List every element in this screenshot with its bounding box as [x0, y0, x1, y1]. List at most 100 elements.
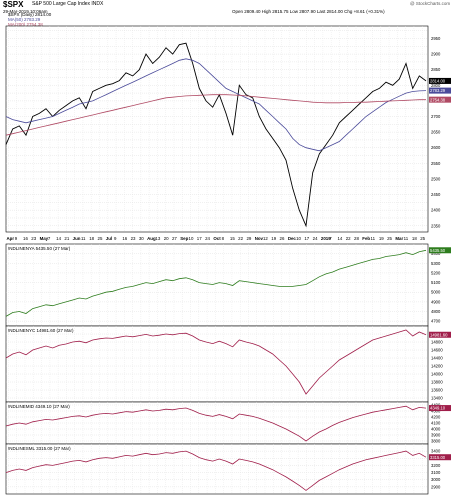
x-tick-label: Dec	[288, 236, 297, 241]
y-tick-label: 5100	[431, 280, 441, 285]
y-tick-label: 13400	[431, 396, 443, 401]
x-tick-label: 29	[246, 236, 251, 241]
x-tick-label: Sep	[180, 236, 188, 241]
x-tick-label: 25	[420, 236, 425, 241]
x-tick-label: 18	[412, 236, 417, 241]
y-tick-label: 2900	[431, 52, 441, 57]
x-tick-label: 8	[222, 236, 225, 241]
x-tick-label: 15	[230, 236, 235, 241]
last-value-flag	[429, 454, 451, 461]
x-tick-label: 23	[131, 236, 136, 241]
y-tick-label: 4100	[431, 421, 441, 426]
x-tick-label: 22	[346, 236, 351, 241]
y-tick-label: 3100	[431, 470, 441, 475]
x-tick-label: 21	[64, 236, 69, 241]
x-tick-label: 28	[354, 236, 359, 241]
y-tick-label: 14200	[431, 364, 443, 369]
y-tick-label: 4700	[431, 319, 441, 324]
x-tick-label: Jun	[73, 236, 81, 241]
y-tick-label: 3800	[431, 439, 441, 444]
y-tick-label: 5000	[431, 290, 441, 295]
chart-security-name: S&P 500 Large Cap Index INDX	[32, 1, 104, 7]
x-tick-label: 9	[114, 236, 117, 241]
y-tick-label: 14000	[431, 372, 443, 377]
last-value-label: 14981.60	[430, 332, 448, 337]
series-line-1-0	[5, 249, 427, 317]
last-value-flag	[429, 87, 451, 94]
y-tick-label: 4900	[431, 299, 441, 304]
y-tick-label: 4200	[431, 415, 441, 420]
y-tick-label: 5300	[431, 261, 441, 266]
last-value-flag	[429, 405, 451, 412]
x-tick-label: 18	[89, 236, 94, 241]
y-tick-label: 13800	[431, 380, 443, 385]
x-tick-label: 24	[313, 236, 318, 241]
x-tick-label: 10	[296, 236, 301, 241]
series-line-4-0	[5, 450, 427, 491]
last-value-label: 3315.00	[430, 455, 446, 460]
panel-label-2: !NDLINENYC 14981.60 (27 Mar)	[8, 328, 74, 333]
series-line-0-1	[5, 58, 427, 152]
x-tick-label: 11	[81, 236, 86, 241]
y-tick-label: 2450	[431, 192, 441, 197]
x-tick-label: 11	[371, 236, 376, 241]
y-tick-label: 2400	[431, 208, 441, 213]
y-tick-label: 13600	[431, 388, 443, 393]
last-value-flag	[429, 331, 451, 338]
chart-watermark: @ StockCharts.com	[410, 1, 451, 6]
x-tick-label: 16	[23, 236, 28, 241]
series-line-0-0	[5, 42, 427, 228]
legend-ma200: MA(200) 2754.38	[8, 22, 43, 27]
x-tick-label: 16	[122, 236, 127, 241]
series-line-2-0	[5, 329, 427, 395]
x-tick-label: Apr	[6, 236, 14, 241]
y-tick-label: 3400	[431, 449, 441, 454]
x-tick-label: Aug	[147, 236, 156, 241]
y-tick-label: 5400	[431, 251, 441, 256]
series-line-3-0	[5, 405, 427, 442]
x-tick-label: 20	[164, 236, 169, 241]
panel-label-4: !NDLINESML 3315.00 (27 Mar)	[8, 446, 71, 451]
last-value-flag	[429, 96, 451, 103]
y-tick-label: 14800	[431, 340, 443, 345]
x-tick-label: 19	[271, 236, 276, 241]
x-tick-label: 11	[404, 236, 409, 241]
x-tick-label: 26	[280, 236, 285, 241]
legend-spx: $SPX (Daily) 2814.00	[8, 12, 52, 17]
x-tick-label: 2019	[321, 236, 331, 241]
y-tick-label: 2650	[431, 130, 441, 135]
panel-frame-2	[5, 325, 429, 403]
y-tick-label: 4800	[431, 309, 441, 314]
x-tick-label: 19	[379, 236, 384, 241]
last-value-label: 4349.10	[430, 406, 446, 411]
x-tick-label: Feb	[362, 236, 370, 241]
x-tick-label: 14	[337, 236, 342, 241]
y-tick-label: 14400	[431, 356, 443, 361]
y-tick-label: 2850	[431, 67, 441, 72]
y-tick-label: 5200	[431, 270, 441, 275]
panel-frame-0	[5, 25, 429, 233]
y-tick-label: 2550	[431, 161, 441, 166]
y-tick-label: 2600	[431, 145, 441, 150]
x-tick-label: Mar	[395, 236, 403, 241]
last-value-label: 2754.38	[430, 97, 446, 102]
panel-frame-4	[5, 443, 429, 495]
x-tick-label: 30	[139, 236, 144, 241]
panel-label-3: !NDLINEMID 4349.10 (27 Mar)	[8, 404, 70, 409]
y-tick-label: 2500	[431, 176, 441, 181]
x-tick-label: 25	[387, 236, 392, 241]
chart-date: 29-Mar-2019 10:06am	[3, 9, 48, 14]
panel-frame-1	[5, 243, 429, 327]
series-line-0-2	[5, 94, 426, 136]
x-tick-label: 23	[31, 236, 36, 241]
last-value-label: 2814.00	[430, 79, 446, 84]
y-tick-label: 3200	[431, 463, 441, 468]
legend-ma50: MA(50) 2783.29	[8, 17, 41, 22]
x-tick-label: 14	[56, 236, 61, 241]
y-tick-label: 2950	[431, 36, 441, 41]
chart-quote-line: Open 2809.40 High 2815.75 Low 2807.90 La…	[232, 9, 385, 14]
y-tick-label: 2700	[431, 114, 441, 119]
x-tick-label: May	[40, 236, 49, 241]
x-tick-label: 12	[263, 236, 268, 241]
